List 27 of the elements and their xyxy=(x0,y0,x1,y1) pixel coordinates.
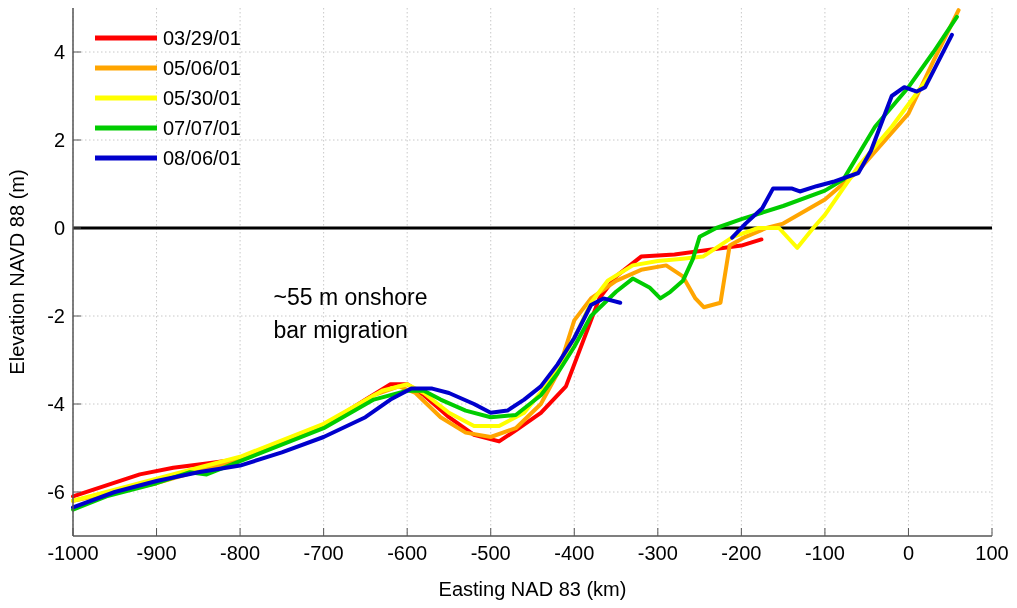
x-tick-label: -100 xyxy=(804,542,845,564)
y-tick-label: -2 xyxy=(47,305,65,327)
legend-label: 07/07/01 xyxy=(163,117,241,139)
y-tick-label: -6 xyxy=(47,481,65,503)
x-tick-label: 0 xyxy=(902,542,915,564)
legend-label: 05/06/01 xyxy=(163,57,241,79)
legend-label: 05/30/01 xyxy=(163,87,241,109)
legend-label: 08/06/01 xyxy=(163,147,241,169)
x-tick-label: -400 xyxy=(554,542,595,564)
x-tick-label: -300 xyxy=(637,542,678,564)
y-axis-title: Elevation NAVD 88 (m) xyxy=(6,169,28,375)
legend-label: 03/29/01 xyxy=(163,27,241,49)
y-tick-label: 4 xyxy=(53,41,65,63)
y-tick-label: 0 xyxy=(53,217,65,239)
x-tick-label: 100 xyxy=(975,542,1009,564)
x-tick-label: -1000 xyxy=(47,542,99,564)
x-tick-label: -600 xyxy=(387,542,428,564)
x-tick-label: -700 xyxy=(303,542,344,564)
x-tick-label: -500 xyxy=(470,542,511,564)
x-tick-label: -200 xyxy=(721,542,762,564)
y-tick-label: -4 xyxy=(47,393,65,415)
x-tick-label: -900 xyxy=(136,542,177,564)
x-tick-label: -800 xyxy=(220,542,261,564)
x-axis-title: Easting NAD 83 (km) xyxy=(438,578,627,600)
y-tick-label: 2 xyxy=(53,129,65,151)
line-series xyxy=(730,32,954,240)
annotation: ~55 m onshore bar migration xyxy=(273,284,428,343)
